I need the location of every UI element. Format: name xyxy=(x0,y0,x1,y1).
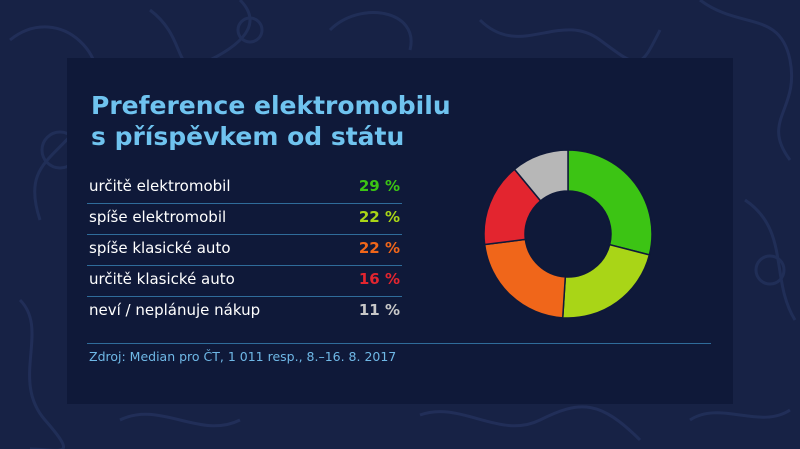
legend-row: spíše elektromobil 22 % xyxy=(87,204,402,235)
chart-panel: Preference elektromobilu s příspěvkem od… xyxy=(67,58,733,404)
legend-label: určitě klasické auto xyxy=(89,270,235,288)
donut-slice xyxy=(483,238,567,319)
legend-value: 16 % xyxy=(358,270,400,288)
legend-value: 11 % xyxy=(358,301,400,319)
chart-title: Preference elektromobilu s příspěvkem od… xyxy=(91,90,451,152)
donut-slice xyxy=(567,149,653,256)
source-note: Zdroj: Median pro ČT, 1 011 resp., 8.–16… xyxy=(89,349,397,364)
legend-row: spíše klasické auto 22 % xyxy=(87,235,402,266)
legend-row: určitě elektromobil 29 % xyxy=(87,173,402,204)
donut-slice xyxy=(513,149,569,202)
legend-value: 22 % xyxy=(358,208,400,226)
legend-label: spíše klasické auto xyxy=(89,239,231,257)
legend-label: spíše elektromobil xyxy=(89,208,227,226)
title-line-1: Preference elektromobilu xyxy=(91,91,451,120)
source-divider xyxy=(87,343,711,344)
legend-list: určitě elektromobil 29 % spíše elektromo… xyxy=(87,173,402,327)
legend-label: neví / neplánuje nákup xyxy=(89,301,261,319)
legend-label: určitě elektromobil xyxy=(89,177,231,195)
title-line-2: s příspěvkem od státu xyxy=(91,122,405,151)
donut-chart xyxy=(483,149,653,319)
donut-slice xyxy=(561,243,651,319)
legend-row: určitě klasické auto 16 % xyxy=(87,266,402,297)
legend-value: 29 % xyxy=(358,177,400,195)
legend-row: neví / neplánuje nákup 11 % xyxy=(87,297,402,327)
legend-value: 22 % xyxy=(358,239,400,257)
